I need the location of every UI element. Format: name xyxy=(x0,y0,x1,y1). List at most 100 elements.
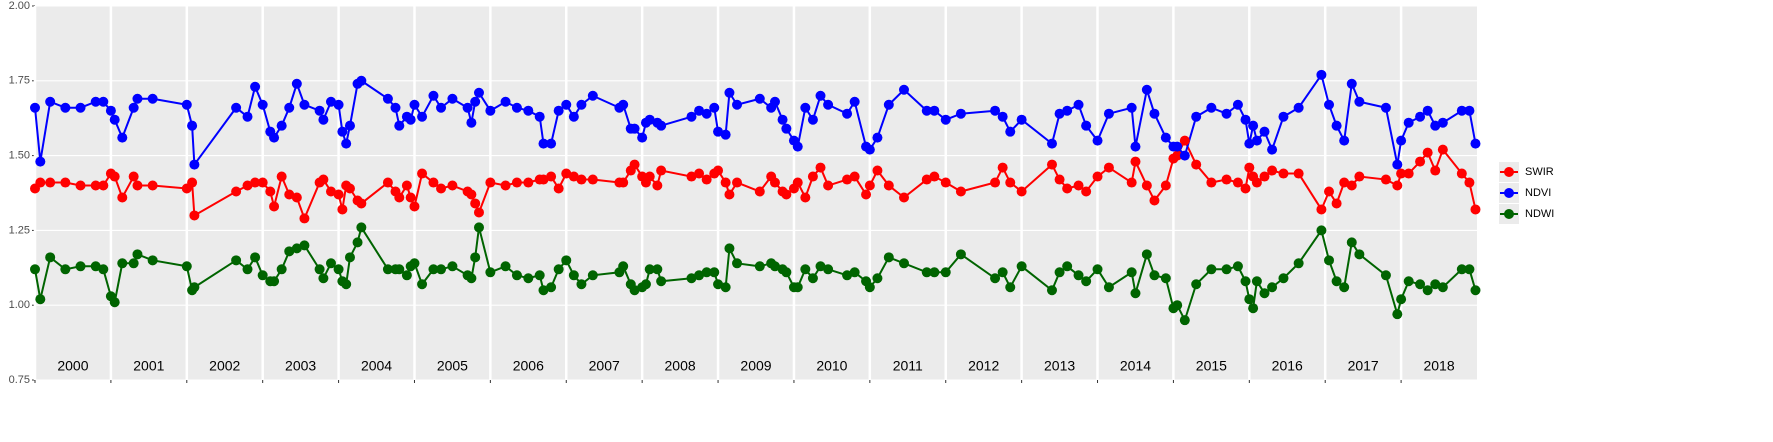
point xyxy=(1354,171,1365,182)
point xyxy=(128,171,139,182)
point xyxy=(1293,168,1304,179)
point xyxy=(1046,138,1057,149)
point xyxy=(132,249,143,260)
point xyxy=(1316,69,1327,80)
point xyxy=(60,264,71,275)
point xyxy=(1259,288,1270,299)
point xyxy=(1278,111,1289,122)
point xyxy=(644,171,655,182)
point xyxy=(128,258,139,269)
year-label: 2006 xyxy=(513,358,544,374)
point xyxy=(147,180,158,191)
point xyxy=(1092,135,1103,146)
point xyxy=(60,177,71,188)
point xyxy=(1437,144,1448,155)
point xyxy=(898,192,909,203)
point xyxy=(997,267,1008,278)
point xyxy=(1339,177,1350,188)
year-label: 2009 xyxy=(740,358,771,374)
point xyxy=(861,189,872,200)
point xyxy=(401,180,412,191)
point xyxy=(269,276,280,287)
point xyxy=(1062,105,1073,116)
point xyxy=(720,129,731,140)
point xyxy=(1191,279,1202,290)
point xyxy=(250,177,261,188)
point xyxy=(823,264,834,275)
point xyxy=(356,222,367,233)
point xyxy=(1248,120,1259,131)
point xyxy=(1244,162,1255,173)
point xyxy=(117,132,128,143)
point xyxy=(284,102,295,113)
point xyxy=(769,261,780,272)
point xyxy=(325,186,336,197)
legend-label: NDVI xyxy=(1525,187,1551,199)
point xyxy=(1422,147,1433,158)
point xyxy=(561,168,572,179)
point xyxy=(929,105,940,116)
point xyxy=(231,102,242,113)
point xyxy=(1354,96,1365,107)
point xyxy=(629,123,640,134)
point xyxy=(777,114,788,125)
point xyxy=(1092,264,1103,275)
point xyxy=(417,279,428,290)
point xyxy=(1126,102,1137,113)
point xyxy=(35,294,46,305)
point xyxy=(109,114,120,125)
point xyxy=(1221,108,1232,119)
point xyxy=(652,180,663,191)
point xyxy=(189,159,200,170)
point xyxy=(500,180,511,191)
point xyxy=(694,168,705,179)
point xyxy=(1331,120,1342,131)
point xyxy=(792,282,803,293)
point xyxy=(231,255,242,266)
y-tick-label: 1.00 xyxy=(9,299,30,311)
point xyxy=(242,111,253,122)
point xyxy=(800,102,811,113)
point xyxy=(90,180,101,191)
point xyxy=(436,264,447,275)
point xyxy=(45,96,56,107)
point xyxy=(473,222,484,233)
year-label: 2007 xyxy=(589,358,620,374)
point xyxy=(132,93,143,104)
year-label: 2016 xyxy=(1272,358,1303,374)
point xyxy=(709,267,720,278)
point xyxy=(109,297,120,308)
year-label: 2005 xyxy=(437,358,468,374)
point xyxy=(1232,177,1243,188)
point xyxy=(769,177,780,188)
point xyxy=(1392,159,1403,170)
point xyxy=(864,282,875,293)
point xyxy=(1073,99,1084,110)
point xyxy=(1172,141,1183,152)
point xyxy=(1415,279,1426,290)
point xyxy=(1141,180,1152,191)
point xyxy=(257,99,268,110)
year-label: 2004 xyxy=(361,358,392,374)
point xyxy=(724,189,735,200)
point xyxy=(1324,99,1335,110)
point xyxy=(523,177,534,188)
point xyxy=(990,105,1001,116)
point xyxy=(618,177,629,188)
point xyxy=(187,120,198,131)
point xyxy=(1232,99,1243,110)
point xyxy=(1179,315,1190,326)
point xyxy=(30,102,40,113)
point xyxy=(1240,114,1251,125)
point xyxy=(1103,282,1114,293)
point xyxy=(447,180,458,191)
point xyxy=(990,177,1001,188)
point xyxy=(724,243,735,254)
point xyxy=(90,261,101,272)
point xyxy=(98,264,109,275)
point xyxy=(428,177,439,188)
point xyxy=(231,186,242,197)
point xyxy=(269,201,280,212)
year-label: 2015 xyxy=(1196,358,1227,374)
